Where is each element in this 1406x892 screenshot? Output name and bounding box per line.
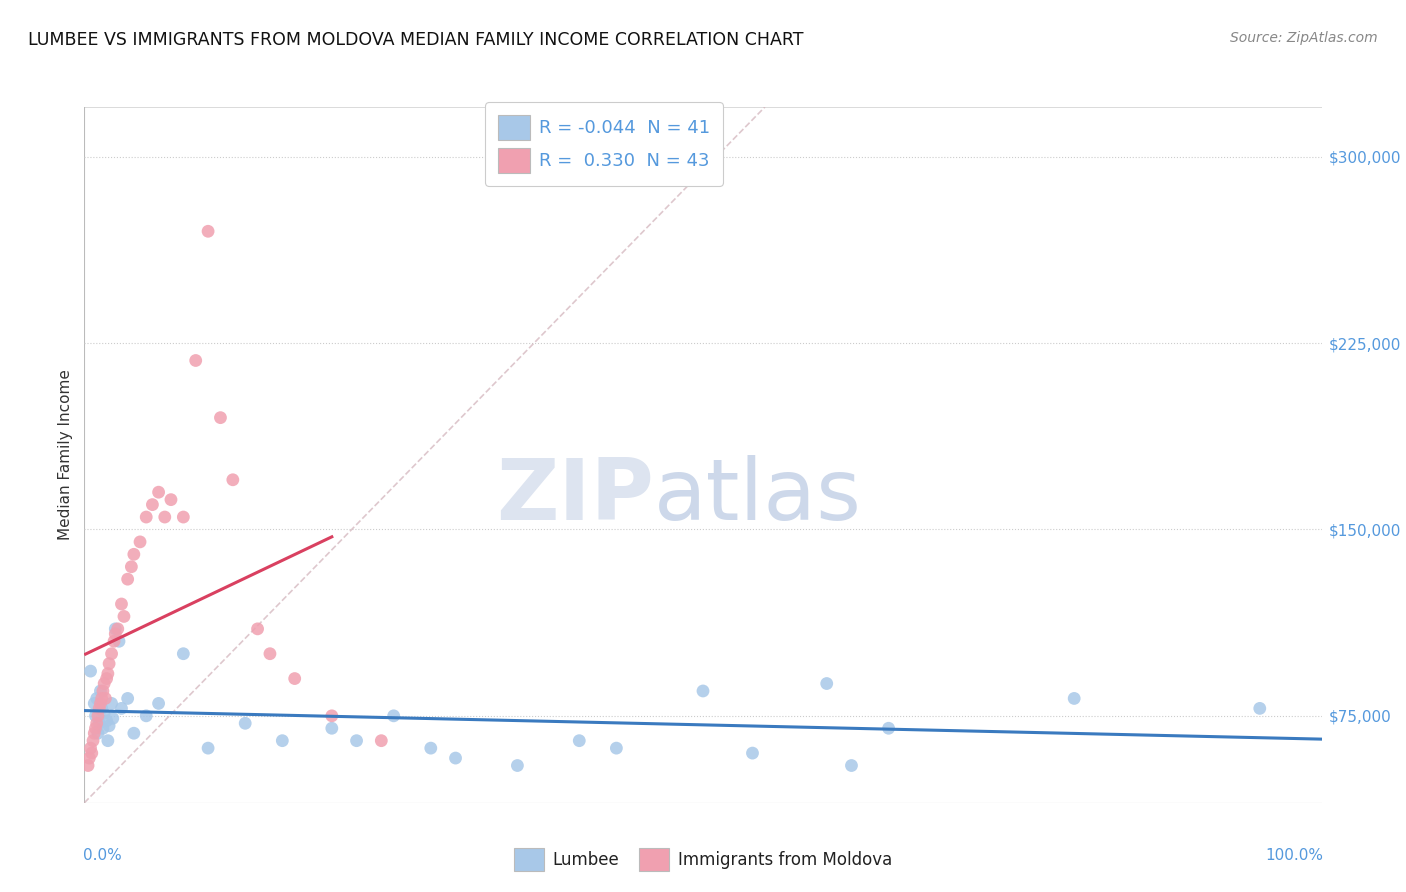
Point bbox=[87, 726, 110, 740]
Point bbox=[96, 672, 118, 686]
Point bbox=[98, 657, 121, 671]
Point bbox=[97, 733, 120, 747]
Point bbox=[98, 719, 121, 733]
Point bbox=[104, 622, 127, 636]
Point bbox=[419, 741, 441, 756]
Point bbox=[370, 733, 392, 747]
Point bbox=[605, 741, 627, 756]
Point bbox=[110, 597, 132, 611]
Point bbox=[83, 697, 105, 711]
Text: atlas: atlas bbox=[654, 455, 862, 538]
Point bbox=[100, 697, 122, 711]
Point bbox=[741, 746, 763, 760]
Point bbox=[117, 572, 139, 586]
Legend: Lumbee, Immigrants from Moldova: Lumbee, Immigrants from Moldova bbox=[508, 841, 898, 878]
Point bbox=[108, 634, 131, 648]
Point bbox=[148, 697, 170, 711]
Point bbox=[444, 751, 467, 765]
Point bbox=[122, 547, 145, 561]
Point bbox=[91, 684, 114, 698]
Point bbox=[83, 726, 105, 740]
Point bbox=[321, 708, 343, 723]
Point bbox=[135, 510, 157, 524]
Point bbox=[84, 708, 107, 723]
Point bbox=[117, 691, 139, 706]
Point bbox=[89, 684, 111, 698]
Point bbox=[271, 733, 294, 747]
Point bbox=[87, 708, 110, 723]
Point bbox=[129, 534, 152, 549]
Point bbox=[184, 353, 207, 368]
Point bbox=[93, 676, 115, 690]
Text: ZIP: ZIP bbox=[496, 455, 654, 538]
Point bbox=[89, 716, 111, 731]
Point bbox=[1249, 701, 1271, 715]
Point bbox=[89, 701, 111, 715]
Point bbox=[153, 510, 176, 524]
Point bbox=[259, 647, 281, 661]
Point bbox=[107, 622, 129, 636]
Point bbox=[141, 498, 163, 512]
Point bbox=[79, 664, 101, 678]
Point bbox=[692, 684, 714, 698]
Point bbox=[321, 721, 343, 735]
Text: 0.0%: 0.0% bbox=[83, 847, 122, 863]
Point bbox=[79, 741, 101, 756]
Point bbox=[86, 691, 108, 706]
Point bbox=[97, 666, 120, 681]
Point bbox=[815, 676, 838, 690]
Point bbox=[84, 721, 107, 735]
Point bbox=[94, 691, 117, 706]
Point bbox=[135, 708, 157, 723]
Point bbox=[841, 758, 863, 772]
Point bbox=[877, 721, 900, 735]
Point bbox=[160, 492, 183, 507]
Point bbox=[90, 691, 112, 706]
Point bbox=[284, 672, 307, 686]
Point bbox=[90, 701, 112, 715]
Point bbox=[172, 647, 194, 661]
Point bbox=[246, 622, 269, 636]
Point bbox=[568, 733, 591, 747]
Point bbox=[96, 714, 118, 728]
Text: 100.0%: 100.0% bbox=[1265, 847, 1323, 863]
Point bbox=[120, 559, 142, 574]
Point bbox=[101, 711, 124, 725]
Point bbox=[382, 708, 405, 723]
Point bbox=[79, 751, 101, 765]
Point bbox=[222, 473, 245, 487]
Point bbox=[172, 510, 194, 524]
Point bbox=[197, 741, 219, 756]
Point bbox=[1063, 691, 1085, 706]
Text: Source: ZipAtlas.com: Source: ZipAtlas.com bbox=[1230, 31, 1378, 45]
Point bbox=[82, 733, 104, 747]
Point bbox=[104, 627, 127, 641]
Point bbox=[93, 706, 115, 721]
Point bbox=[110, 701, 132, 715]
Point bbox=[506, 758, 529, 772]
Point bbox=[233, 716, 256, 731]
Point bbox=[89, 697, 111, 711]
Point bbox=[112, 609, 135, 624]
Point bbox=[122, 726, 145, 740]
Point bbox=[197, 224, 219, 238]
Point bbox=[148, 485, 170, 500]
Y-axis label: Median Family Income: Median Family Income bbox=[58, 369, 73, 541]
Point bbox=[80, 746, 103, 760]
Point bbox=[103, 634, 125, 648]
Point bbox=[346, 733, 368, 747]
Point bbox=[100, 647, 122, 661]
Text: LUMBEE VS IMMIGRANTS FROM MOLDOVA MEDIAN FAMILY INCOME CORRELATION CHART: LUMBEE VS IMMIGRANTS FROM MOLDOVA MEDIAN… bbox=[28, 31, 804, 49]
Point bbox=[86, 716, 108, 731]
Point bbox=[209, 410, 232, 425]
Point bbox=[77, 758, 100, 772]
Point bbox=[91, 721, 114, 735]
